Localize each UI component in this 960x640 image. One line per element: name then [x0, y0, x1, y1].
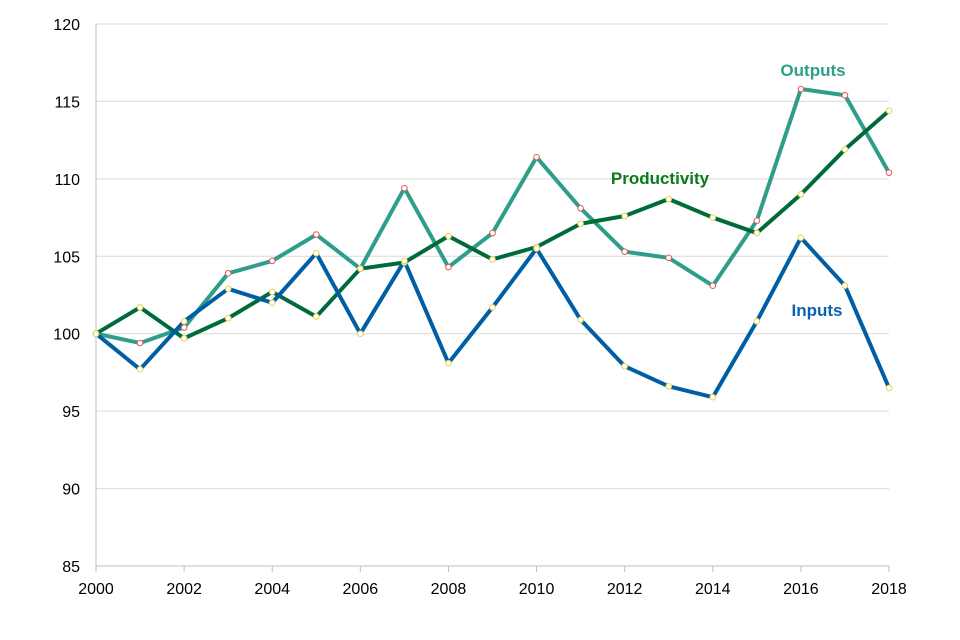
point-outputs-2016 — [797, 85, 805, 93]
point-outputs-2012 — [621, 248, 628, 255]
point-inputs-2005 — [312, 249, 320, 257]
point-productivity-2002 — [180, 335, 188, 342]
point-productivity-2003 — [224, 314, 232, 322]
point-inputs-2013 — [665, 383, 673, 390]
point-productivity-2001 — [136, 304, 144, 311]
point-inputs-2008 — [445, 359, 452, 367]
series-markers — [92, 85, 893, 401]
series-label-productivity: Productivity — [611, 169, 710, 188]
y-axis: 85 90 95 100 105 110 115 120 — [53, 17, 97, 576]
point-inputs-2009 — [489, 304, 496, 311]
point-outputs-2005 — [312, 231, 320, 238]
y-tick-label-100: 100 — [53, 327, 80, 344]
series-labels: Outputs Productivity Inputs — [611, 61, 846, 320]
point-outputs-2004 — [268, 257, 276, 265]
point-outputs-2014 — [709, 282, 717, 290]
y-tick-label-105: 105 — [53, 249, 80, 266]
x-tick-label-2010: 2010 — [519, 581, 555, 598]
x-tick-label-2014: 2014 — [695, 581, 731, 598]
point-outputs-2003 — [224, 270, 232, 277]
point-inputs-2016 — [797, 234, 805, 242]
x-tick-label-2018: 2018 — [871, 581, 907, 598]
point-outputs-2013 — [665, 254, 673, 262]
x-axis: 2000 2002 2004 2006 2008 2010 2012 2014 2016 2018 — [78, 565, 907, 598]
x-tick-label-2002: 2002 — [166, 581, 202, 598]
point-productivity-2015 — [753, 229, 761, 237]
point-outputs-2002 — [180, 324, 188, 331]
y-tick-label-110: 110 — [54, 172, 80, 189]
point-outputs-2018 — [885, 169, 893, 176]
x-tick-label-2016: 2016 — [783, 581, 819, 598]
point-outputs-2010 — [533, 153, 540, 161]
series-label-inputs: Inputs — [792, 301, 843, 320]
point-productivity-2013 — [665, 195, 673, 203]
gridlines — [96, 23, 889, 490]
point-inputs-2002 — [180, 318, 188, 325]
point-productivity-2009 — [489, 256, 496, 263]
point-inputs-2014 — [709, 393, 717, 401]
point-outputs-2001 — [136, 339, 144, 347]
series-label-outputs: Outputs — [780, 61, 845, 80]
y-tick-label-120: 120 — [53, 17, 80, 34]
point-productivity-2004 — [268, 288, 276, 296]
point-productivity-2011 — [577, 220, 584, 228]
point-outputs-2009 — [489, 229, 496, 237]
x-tick-label-2004: 2004 — [254, 581, 290, 598]
x-tick-label-2012: 2012 — [607, 581, 643, 598]
point-outputs-2017 — [841, 91, 849, 99]
point-inputs-2017 — [841, 282, 849, 290]
x-tick-label-2008: 2008 — [431, 581, 467, 598]
point-productivity-2006 — [357, 265, 364, 272]
point-inputs-2007 — [401, 257, 408, 265]
point-outputs-2015 — [753, 217, 761, 224]
x-tick-label-2006: 2006 — [343, 581, 379, 598]
point-inputs-2010 — [533, 245, 540, 252]
point-productivity-2012 — [621, 212, 628, 220]
point-inputs-2011 — [577, 316, 584, 324]
y-tick-label-95: 95 — [62, 404, 80, 421]
point-productivity-2005 — [312, 313, 320, 320]
x-tick-label-2000: 2000 — [78, 581, 114, 598]
point-inputs-2001 — [136, 366, 144, 373]
point-inputs-2012 — [621, 362, 628, 370]
y-tick-label-90: 90 — [62, 482, 80, 499]
point-inputs-2015 — [753, 318, 761, 325]
point-productivity-2014 — [709, 214, 717, 221]
point-productivity-2017 — [841, 146, 849, 153]
point-inputs-2018 — [885, 384, 893, 392]
point-outputs-2008 — [445, 263, 452, 271]
point-inputs-2000 — [92, 330, 100, 338]
point-inputs-2006 — [357, 330, 364, 338]
point-outputs-2007 — [401, 184, 408, 192]
point-productivity-2008 — [445, 232, 452, 240]
point-productivity-2016 — [797, 191, 805, 198]
point-productivity-2018 — [885, 107, 893, 115]
y-tick-label-85: 85 — [62, 559, 80, 576]
y-tick-label-115: 115 — [54, 94, 80, 111]
point-inputs-2004 — [268, 299, 276, 307]
point-outputs-2011 — [577, 204, 584, 212]
point-inputs-2003 — [224, 285, 232, 293]
series-lines — [94, 87, 891, 400]
